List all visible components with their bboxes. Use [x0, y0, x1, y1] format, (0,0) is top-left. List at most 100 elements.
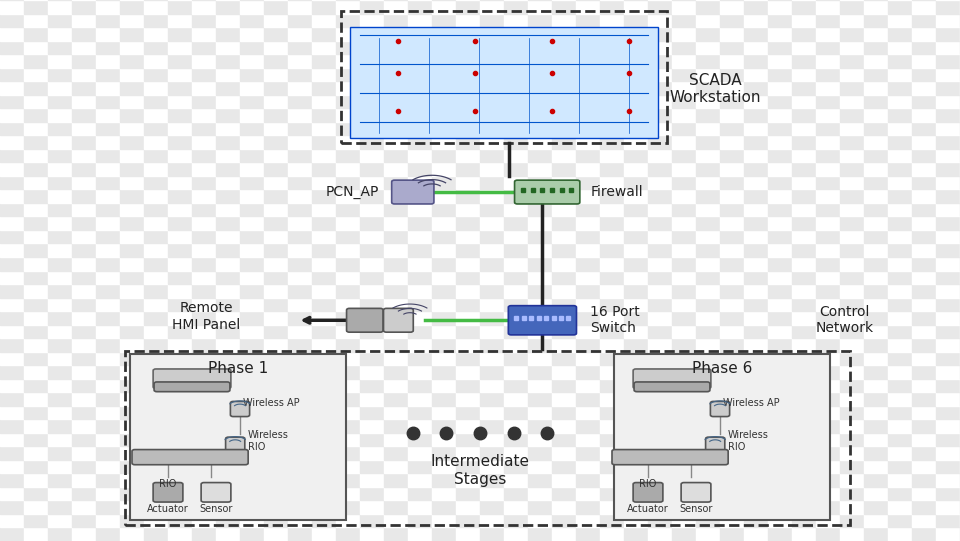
Bar: [936, 0, 960, 14]
Bar: [192, 406, 216, 419]
Bar: [576, 68, 600, 81]
Bar: [96, 68, 120, 81]
Bar: [696, 14, 720, 27]
Bar: [600, 176, 624, 189]
Bar: [480, 433, 504, 446]
Bar: [432, 257, 456, 270]
Bar: [408, 514, 432, 527]
Bar: [696, 379, 720, 392]
Bar: [480, 460, 504, 473]
Bar: [840, 243, 864, 257]
Bar: [120, 189, 144, 203]
Text: Sensor: Sensor: [200, 504, 232, 514]
Bar: [744, 514, 768, 527]
Bar: [168, 365, 192, 379]
Bar: [912, 298, 936, 311]
Bar: [0, 325, 24, 338]
Bar: [528, 325, 552, 338]
Bar: [96, 270, 120, 284]
Bar: [768, 311, 792, 325]
Bar: [552, 230, 576, 243]
Bar: [360, 473, 384, 487]
Bar: [120, 473, 144, 487]
Bar: [72, 406, 96, 419]
Bar: [48, 108, 72, 122]
Text: Sensor: Sensor: [680, 504, 712, 514]
Bar: [432, 460, 456, 473]
Bar: [840, 135, 864, 149]
Bar: [264, 338, 288, 352]
Bar: [24, 81, 48, 95]
Bar: [24, 298, 48, 311]
Bar: [816, 216, 840, 230]
Bar: [72, 284, 96, 298]
Bar: [144, 68, 168, 81]
Bar: [264, 406, 288, 419]
Bar: [864, 230, 888, 243]
Bar: [720, 460, 744, 473]
Bar: [816, 352, 840, 365]
Bar: [624, 176, 648, 189]
Bar: [72, 230, 96, 243]
Bar: [696, 162, 720, 176]
Bar: [552, 298, 576, 311]
Bar: [576, 446, 600, 460]
Bar: [864, 379, 888, 392]
Bar: [840, 514, 864, 527]
Bar: [288, 392, 312, 406]
Bar: [792, 379, 816, 392]
Bar: [792, 68, 816, 81]
Bar: [144, 81, 168, 95]
Bar: [408, 433, 432, 446]
Bar: [720, 406, 744, 419]
Bar: [0, 108, 24, 122]
Bar: [624, 338, 648, 352]
Bar: [264, 176, 288, 189]
Bar: [648, 460, 672, 473]
Bar: [288, 527, 312, 541]
Bar: [168, 460, 192, 473]
Bar: [816, 446, 840, 460]
Bar: [288, 0, 312, 14]
Bar: [792, 122, 816, 135]
Bar: [480, 514, 504, 527]
Bar: [624, 446, 648, 460]
Bar: [600, 122, 624, 135]
Bar: [936, 95, 960, 108]
Bar: [576, 500, 600, 514]
Bar: [504, 325, 528, 338]
Bar: [720, 0, 744, 14]
Bar: [144, 284, 168, 298]
Bar: [720, 68, 744, 81]
Bar: [600, 379, 624, 392]
Bar: [552, 203, 576, 216]
Bar: [72, 487, 96, 500]
Bar: [72, 149, 96, 162]
Bar: [648, 406, 672, 419]
Bar: [456, 14, 480, 27]
Bar: [792, 419, 816, 433]
Bar: [240, 460, 264, 473]
Bar: [624, 406, 648, 419]
Bar: [384, 379, 408, 392]
Bar: [480, 338, 504, 352]
Bar: [672, 162, 696, 176]
Bar: [744, 446, 768, 460]
Bar: [0, 270, 24, 284]
Bar: [480, 203, 504, 216]
Bar: [360, 41, 384, 54]
Bar: [864, 284, 888, 298]
Bar: [192, 216, 216, 230]
Bar: [144, 298, 168, 311]
Bar: [384, 14, 408, 27]
Bar: [456, 149, 480, 162]
Bar: [912, 216, 936, 230]
Bar: [816, 108, 840, 122]
Bar: [696, 270, 720, 284]
Bar: [624, 149, 648, 162]
Bar: [384, 460, 408, 473]
Bar: [312, 500, 336, 514]
Bar: [312, 514, 336, 527]
Bar: [912, 230, 936, 243]
Bar: [600, 284, 624, 298]
